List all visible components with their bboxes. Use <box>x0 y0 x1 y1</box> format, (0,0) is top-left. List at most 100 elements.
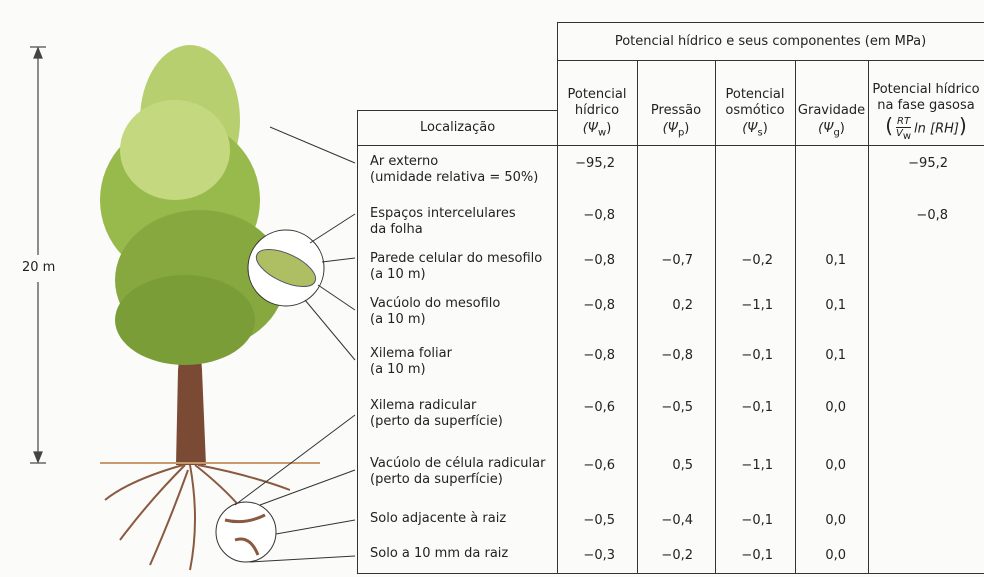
column-notation: (Ψw) <box>557 121 637 142</box>
notation-open: (Ψ <box>582 121 599 137</box>
cell-value: −0,2 <box>741 253 773 268</box>
scale-bar <box>30 46 46 464</box>
cell-value: −0,7 <box>661 253 693 268</box>
cell-value: −1,1 <box>741 298 773 313</box>
table-rule <box>357 110 358 573</box>
cell-value: −0,2 <box>661 548 693 563</box>
column-notation: (Ψs) <box>715 121 795 142</box>
column-header-line: Pressão <box>650 103 702 119</box>
cell-value: 0,0 <box>825 458 846 473</box>
row-label-line: da folha <box>370 222 423 237</box>
row-label-line: (a 10 m) <box>370 312 426 327</box>
notation-open: (Ψ <box>818 121 834 137</box>
cell-value: −0,8 <box>916 208 948 223</box>
row-label: Solo a 10 mm da raiz <box>370 546 508 562</box>
cell-value: −0,8 <box>583 348 615 363</box>
notation-subscript: w <box>598 128 607 139</box>
row-label-line: (perto da superfície) <box>370 414 503 429</box>
leader-lines <box>234 126 356 563</box>
row-label-line: Xilema foliar <box>370 346 452 361</box>
row-header: Localização <box>420 120 496 135</box>
cell-value: −0,3 <box>583 548 615 563</box>
cell-value: −0,8 <box>583 298 615 313</box>
cell-value: −0,5 <box>583 513 615 528</box>
row-label-line: (a 10 m) <box>370 267 426 282</box>
cell-value: 0,2 <box>672 298 693 313</box>
column-header: Potencial hídrico (Ψw) <box>557 87 637 142</box>
column-header: Pressão (Ψp) <box>637 103 715 142</box>
table-rule <box>715 60 716 573</box>
table-rule <box>357 110 557 111</box>
cell-value: −0,8 <box>661 348 693 363</box>
denominator-subscript: w <box>902 131 912 142</box>
column-header: Gravidade (Ψg) <box>795 103 868 142</box>
row-label: Vacúolo de célula radicular (perto da sup… <box>370 456 545 488</box>
cell-value: 0,0 <box>825 513 846 528</box>
column-notation: (Ψg) <box>795 121 868 142</box>
column-header-line: hídrico <box>574 103 620 119</box>
row-label: Espaços intercelulares da folha <box>370 206 516 238</box>
row-label-line: (perto da superfície) <box>370 472 503 487</box>
cell-value: −0,4 <box>661 513 693 528</box>
notation-close: ) <box>606 121 612 137</box>
notation-subscript: g <box>833 128 840 139</box>
formula-open: ( <box>885 113 894 138</box>
table-rule <box>357 145 984 146</box>
cell-value: −0,6 <box>583 458 615 473</box>
notation-subscript: p <box>677 128 685 139</box>
notation-close: ) <box>684 121 690 137</box>
root-inset <box>215 501 277 563</box>
cell-value: 0,0 <box>825 548 846 563</box>
row-label-line: Solo adjacente à raiz <box>370 511 507 526</box>
cell-value: −95,2 <box>575 156 615 171</box>
row-label-line: Parede celular do mesofilo <box>370 251 543 266</box>
denominator-symbol: V <box>896 128 903 139</box>
row-label-line: Vacúolo do mesofilo <box>370 296 501 311</box>
cell-value: −0,1 <box>741 548 773 563</box>
table-rule <box>637 60 638 573</box>
row-label: Ar externo (umidade relativa = 50%) <box>370 154 538 186</box>
notation-subscript: s <box>757 128 763 139</box>
row-label-line: Vacúolo de célula radicular <box>370 456 546 471</box>
cell-value: −0,1 <box>741 348 773 363</box>
cell-value: 0,1 <box>825 253 846 268</box>
cell-value: 0,1 <box>825 298 846 313</box>
row-label-line: Solo a 10 mm da raiz <box>370 546 509 561</box>
column-header-line: osmótico <box>725 103 785 119</box>
cell-value: −0,1 <box>741 513 773 528</box>
row-label: Parede celular do mesofilo (a 10 m) <box>370 251 542 283</box>
leaf-inset <box>247 229 325 307</box>
row-label-line: (umidade relativa = 50%) <box>370 170 539 185</box>
table-rule <box>357 573 984 574</box>
column-header: Potencial osmótico (Ψs) <box>715 87 795 142</box>
column-header-line: Potencial hídrico <box>872 82 980 97</box>
row-label: Solo adjacente à raiz <box>370 511 506 527</box>
table-rule <box>557 22 984 23</box>
row-label-line: Xilema radicular <box>370 398 477 413</box>
cell-value: −95,2 <box>908 156 948 171</box>
cell-value: 0,1 <box>825 348 846 363</box>
notation-close: ) <box>839 121 845 137</box>
numerator: RT <box>896 116 912 128</box>
column-header-line: Potencial <box>567 87 627 103</box>
tree <box>100 45 320 571</box>
column-header-line: Potencial <box>725 87 785 103</box>
column-header-line: na fase gasosa <box>877 98 975 113</box>
table-rule <box>795 60 796 573</box>
table-rule <box>557 60 984 61</box>
row-label: Vacúolo do mesofilo (a 10 m) <box>370 296 500 328</box>
row-label-line: (a 10 m) <box>370 362 426 377</box>
column-notation: (Ψp) <box>637 121 715 142</box>
cell-value: −0,8 <box>583 253 615 268</box>
formula-close: ) <box>958 113 967 138</box>
column-header-line: Gravidade <box>797 103 866 119</box>
notation-close: ) <box>762 121 768 137</box>
notation-open: (Ψ <box>742 121 758 137</box>
table-rule <box>868 60 869 573</box>
cell-value: 0,0 <box>825 400 846 415</box>
column-header: Potencial hídrico na fase gasosa(RT Vw ln [… <box>868 82 984 142</box>
row-label-line: Ar externo <box>370 154 439 169</box>
cell-value: −1,1 <box>741 458 773 473</box>
cell-value: −0,6 <box>583 400 615 415</box>
